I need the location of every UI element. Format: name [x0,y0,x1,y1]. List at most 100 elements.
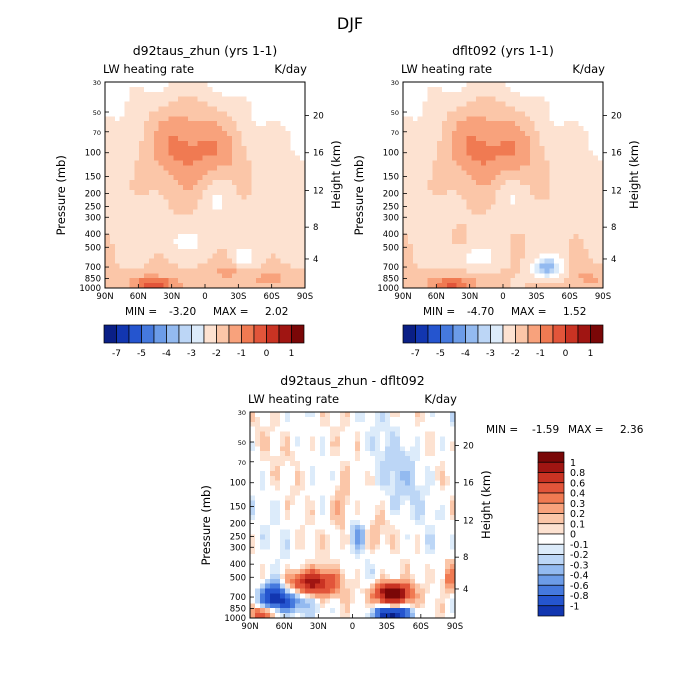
p1-cell [192,91,199,98]
p2-cell [412,238,419,245]
p2-cell [568,150,575,157]
p2-cell [417,273,424,279]
p2-cell [461,263,468,269]
p1-cell [280,253,287,260]
p1-cell [300,185,306,191]
p3-cell [270,529,276,536]
p3-cell [255,456,261,462]
p2-cell [432,86,438,93]
p3-cell [450,554,456,560]
p1-cell [153,283,160,289]
p2-x-tick-label: 90N [394,292,411,302]
p1-cell [280,135,287,142]
p1-cell [207,253,213,260]
p2-cell [446,224,453,230]
p1-cell [300,96,306,103]
p3-cell [340,564,346,570]
p1-cell [270,126,277,132]
p1-cell [275,209,282,216]
p2-cell [407,268,414,274]
p2-cell [578,273,585,279]
p3-cell [320,490,326,496]
p3-cell [380,539,386,546]
p2-cell [476,273,482,279]
p1-cell [144,243,150,250]
p1-cell [256,248,262,255]
p1-cell [163,165,170,171]
p2-cell [520,229,526,235]
p2-cell [505,150,511,157]
p2-cell [544,283,550,289]
p2-cell [588,219,594,225]
p2-cell [461,150,468,157]
p1-cell [202,199,209,206]
p2-cell [534,194,541,201]
p2-cell [432,180,438,186]
p3-cell [300,475,306,482]
p1-cell [178,155,184,162]
p2-cell [593,96,599,103]
p2-cell [403,238,409,245]
p3-cell [355,416,361,423]
p1-cell [148,126,155,132]
p1-cell [280,101,287,108]
p2-cell [583,204,589,211]
p1-cell [261,224,267,230]
p2-cell [559,278,565,284]
p2-cell [515,121,521,127]
p3-cell [450,446,456,452]
p1-cell [163,135,170,142]
p3-cell [320,519,326,526]
p2-cell [481,91,487,98]
p3-cell [405,564,411,570]
p1-cell [202,209,209,216]
p2-cell [451,278,458,284]
p1-y-tick-label: 100 [85,149,101,159]
p1-cell [124,204,130,211]
p3-cell [375,416,381,423]
p1-cell [280,160,287,166]
p2-cell [549,283,555,289]
p1-cell [285,150,291,157]
p2-cell [403,155,409,162]
p3-cell [365,416,371,423]
p2-cell [598,82,604,88]
p2-cell [417,111,424,117]
p1-cell [285,145,291,152]
p3-cell [450,441,456,447]
p1-cell [202,234,209,240]
p1-cell [241,170,248,176]
p1-cell [202,263,209,269]
p3-cell [395,534,401,541]
p2-cell [593,204,599,211]
p2-cell [432,121,438,127]
p2-cell [573,243,580,250]
p1-cell [109,214,116,220]
p2-cell [481,111,487,117]
p3-cell [275,539,281,546]
p2-cell [437,185,443,191]
p2-cell [476,248,482,255]
p1-cell [192,258,199,265]
p3-cell [430,524,436,531]
p2-cell [563,258,570,265]
p3-cell [285,490,291,496]
p3-cell [365,436,371,443]
p2-cell [427,248,433,255]
p1-cell [105,224,111,230]
p3-cell [345,470,351,477]
p1-cell [285,140,291,147]
p2-cell [593,111,599,117]
p2-cell [476,229,482,235]
p1-cell [202,150,209,157]
p3-cell [300,451,306,457]
p2-cell [446,180,453,186]
p1-cell [158,140,165,147]
p2-cell [578,170,585,176]
p3-cell [290,475,296,482]
p2-cell [417,106,424,113]
p1-cell [226,243,233,250]
p1-cell [173,268,179,274]
p1-cell [270,160,277,166]
p2-cell [407,126,414,132]
